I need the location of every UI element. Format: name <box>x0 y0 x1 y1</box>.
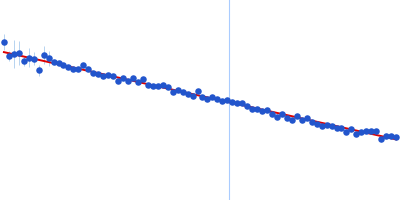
Point <box>284 116 290 120</box>
Point <box>388 134 394 137</box>
Point <box>393 136 399 139</box>
Point <box>6 54 12 58</box>
Point <box>180 90 186 93</box>
Point <box>65 65 72 68</box>
Point <box>160 84 166 87</box>
Point <box>338 126 345 129</box>
Point <box>219 99 226 102</box>
Point <box>314 123 320 126</box>
Point <box>373 130 380 133</box>
Point <box>95 73 102 76</box>
Point <box>174 89 181 92</box>
Point <box>383 134 389 137</box>
Point <box>304 117 310 120</box>
Point <box>45 57 52 60</box>
Point <box>224 99 230 102</box>
Point <box>294 115 300 118</box>
Point <box>100 75 106 78</box>
Point <box>130 76 136 79</box>
Point <box>189 94 196 97</box>
Point <box>254 108 260 111</box>
Point <box>229 100 236 103</box>
Point <box>145 84 151 87</box>
Point <box>140 78 146 81</box>
Point <box>239 101 245 105</box>
Point <box>209 96 216 99</box>
Point <box>80 63 86 66</box>
Point <box>170 91 176 94</box>
Point <box>40 53 47 56</box>
Point <box>269 113 275 116</box>
Point <box>125 79 131 83</box>
Point <box>348 128 355 131</box>
Point <box>115 79 121 82</box>
Point <box>318 124 325 127</box>
Point <box>1 40 7 43</box>
Point <box>353 133 360 136</box>
Point <box>60 64 67 67</box>
Point <box>363 130 370 133</box>
Point <box>30 57 37 60</box>
Point <box>20 60 27 63</box>
Point <box>279 112 285 115</box>
Point <box>155 84 161 87</box>
Point <box>110 74 116 77</box>
Point <box>16 51 22 55</box>
Point <box>120 76 126 79</box>
Point <box>204 98 211 101</box>
Point <box>199 96 206 99</box>
Point <box>26 56 32 59</box>
Point <box>368 130 374 133</box>
Point <box>70 67 77 71</box>
Point <box>11 53 17 56</box>
Point <box>75 67 82 70</box>
Point <box>249 107 255 110</box>
Point <box>343 130 350 133</box>
Point <box>378 138 384 141</box>
Point <box>184 92 191 96</box>
Point <box>50 60 57 64</box>
Point <box>150 84 156 87</box>
Point <box>328 124 335 127</box>
Point <box>214 98 220 101</box>
Point <box>298 118 305 122</box>
Point <box>85 67 92 71</box>
Point <box>259 109 265 112</box>
Point <box>333 126 340 130</box>
Point <box>105 73 111 76</box>
Point <box>289 119 295 122</box>
Point <box>55 61 62 64</box>
Point <box>274 115 280 118</box>
Point <box>164 86 171 89</box>
Point <box>90 71 96 74</box>
Point <box>264 109 270 112</box>
Point <box>308 120 315 123</box>
Point <box>194 90 201 93</box>
Point <box>135 80 141 83</box>
Point <box>244 104 250 107</box>
Point <box>36 69 42 72</box>
Point <box>234 102 240 105</box>
Point <box>358 130 364 134</box>
Point <box>323 123 330 127</box>
